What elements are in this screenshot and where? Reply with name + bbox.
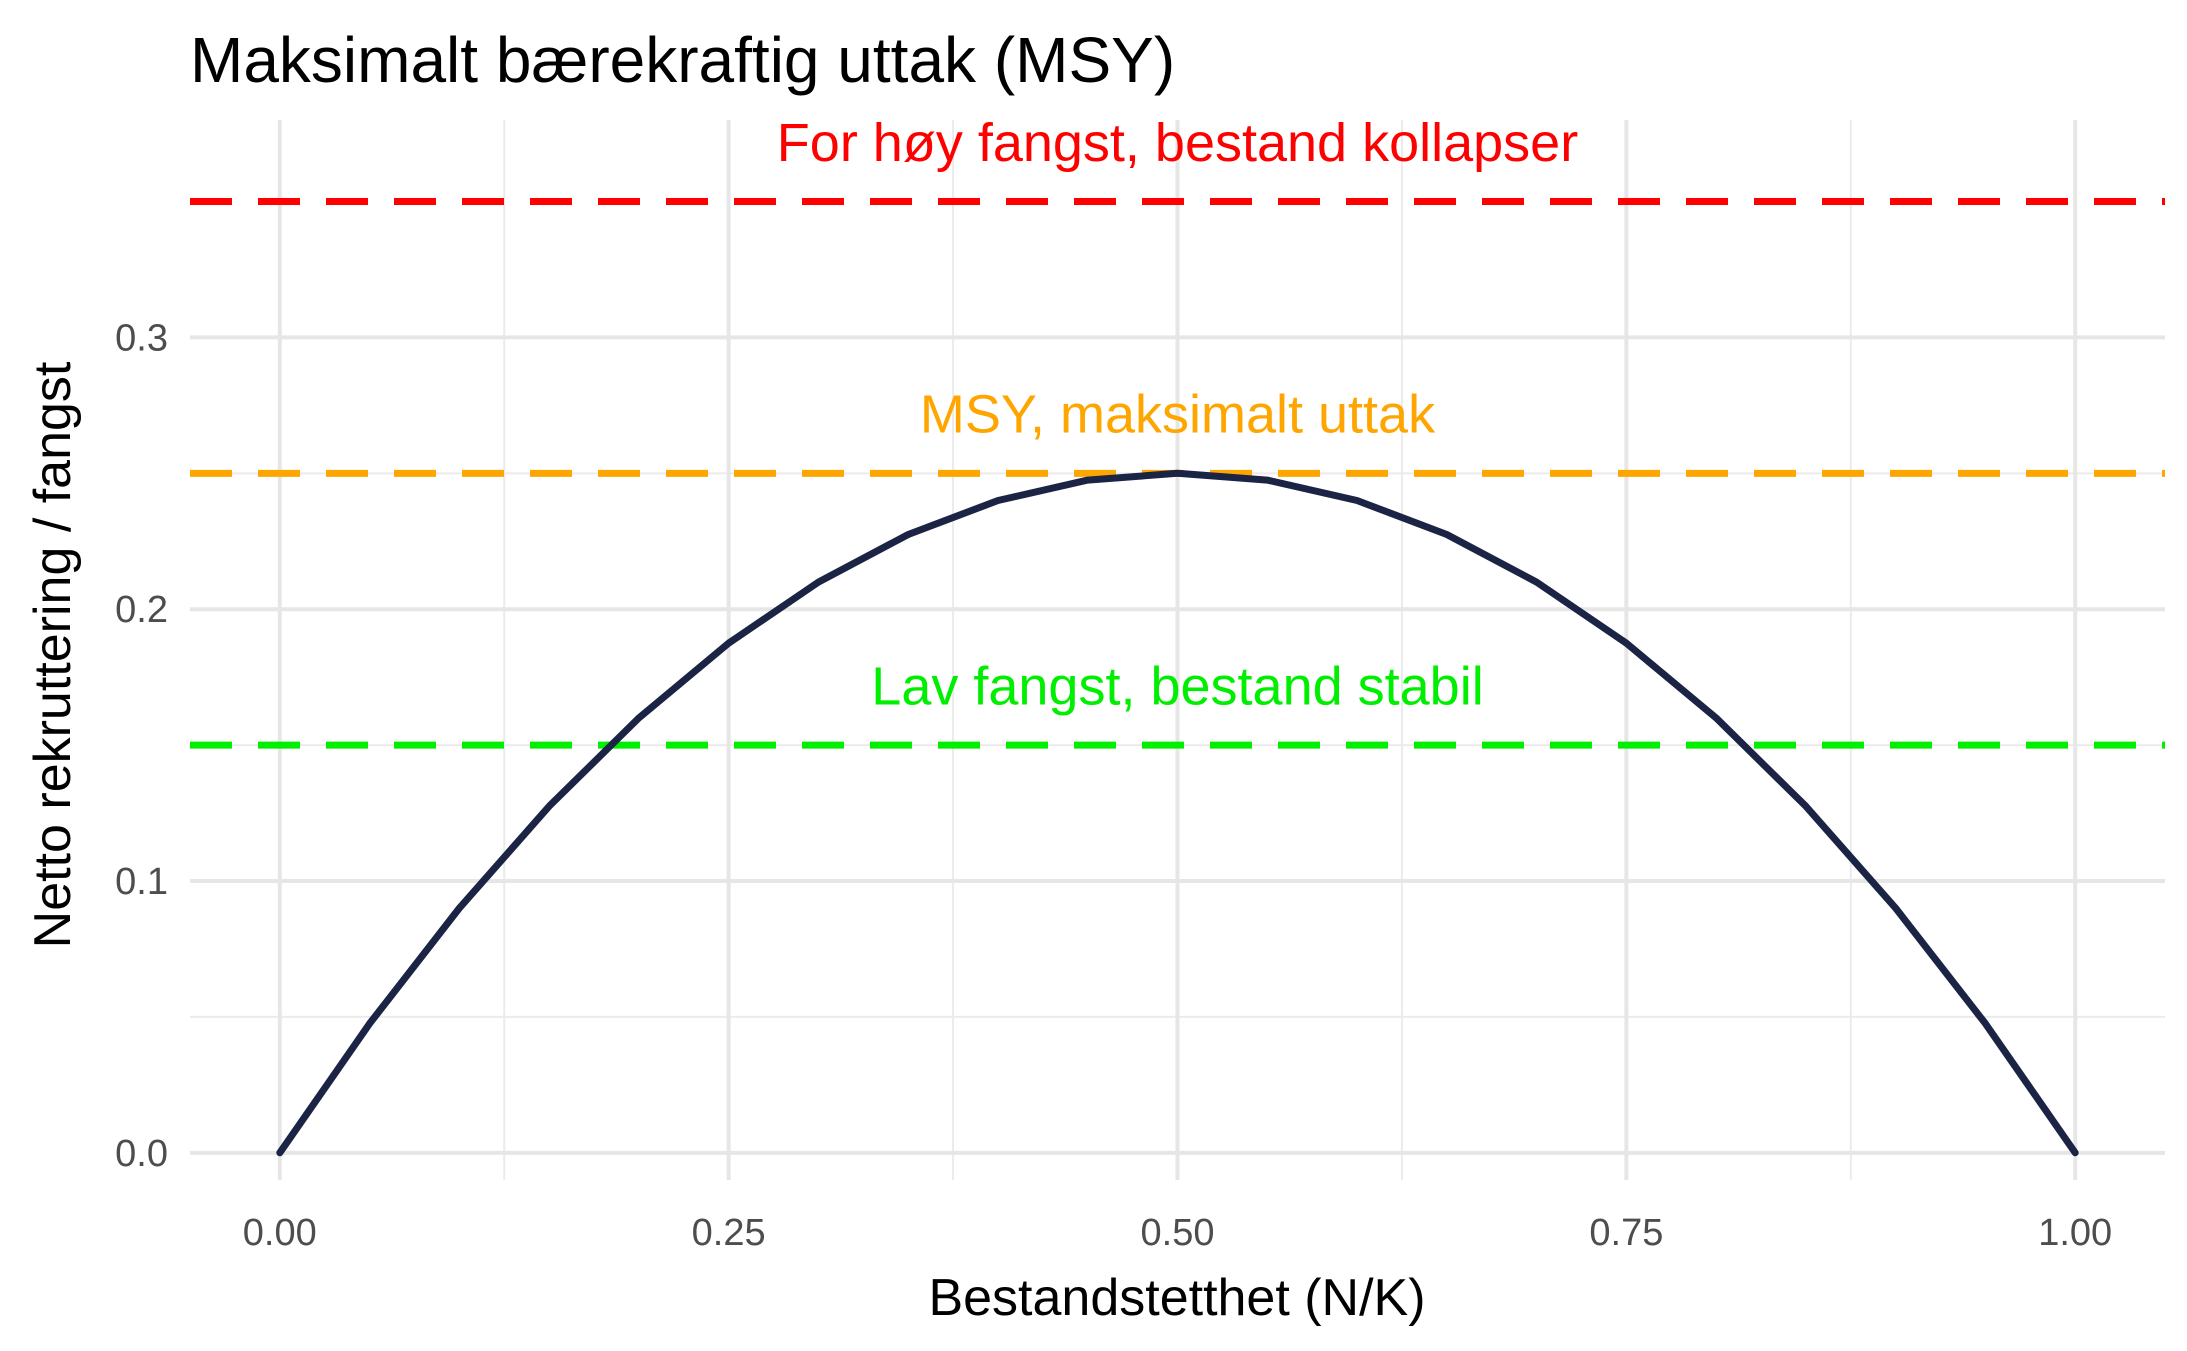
series-line-0: [276, 469, 2079, 1157]
x-tick-label: 0.50: [1141, 1212, 1215, 1254]
x-tick-label: 0.00: [243, 1212, 317, 1254]
grid: [190, 120, 2165, 1180]
y-tick-label: 0.0: [115, 1133, 168, 1175]
annotations: For høy fangst, bestand kollapser MSY, ma…: [777, 113, 1578, 717]
x-axis-ticks: 0.00 0.25 0.50 0.75 1.00: [243, 1212, 2112, 1254]
x-tick-label: 1.00: [2038, 1212, 2112, 1254]
annotation-2: Lav fangst, bestand stabil: [871, 656, 1483, 716]
series: [276, 469, 2079, 1157]
annotation-0: For høy fangst, bestand kollapser: [777, 113, 1578, 173]
y-tick-label: 0.1: [115, 861, 168, 903]
x-tick-label: 0.75: [1589, 1212, 1663, 1254]
x-axis-title: Bestandstetthet (N/K): [928, 1269, 1425, 1327]
x-tick-label: 0.25: [692, 1212, 766, 1254]
y-tick-label: 0.2: [115, 589, 168, 631]
y-axis-title: Netto rekruttering / fangst: [24, 361, 82, 948]
y-axis-ticks: 0.0 0.1 0.2 0.3: [115, 317, 168, 1174]
annotation-1: MSY, maksimalt uttak: [920, 385, 1436, 445]
y-tick-label: 0.3: [115, 317, 168, 359]
chart-title: Maksimalt bærekraftig uttak (MSY): [190, 24, 1175, 96]
